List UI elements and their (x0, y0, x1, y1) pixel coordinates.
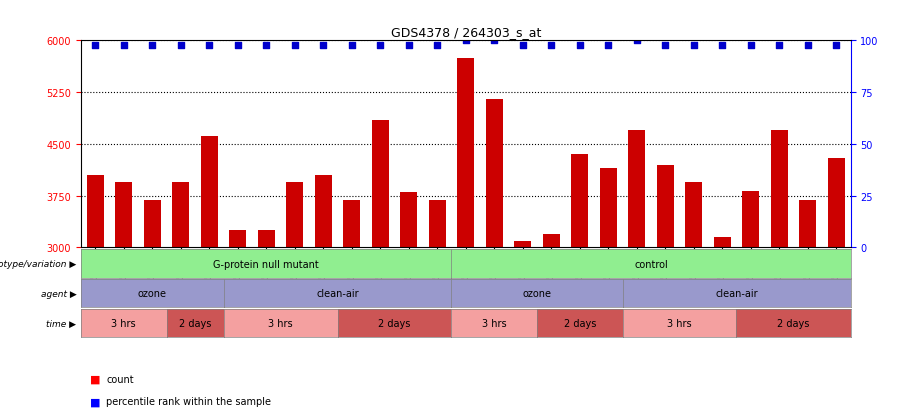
Point (829, 42, 843, 49)
Text: G-protein null mutant: G-protein null mutant (213, 259, 320, 269)
Bar (543, 234, 560, 248)
Bar (315, 176, 332, 248)
Text: ■: ■ (90, 374, 101, 384)
Bar (685, 183, 702, 248)
Point (715, 42, 729, 49)
Text: ozone: ozone (523, 289, 552, 299)
Text: 2 days: 2 days (563, 318, 596, 328)
Bar (714, 237, 731, 248)
Point (601, 42, 616, 49)
Bar (514, 241, 531, 248)
Bar (343, 201, 360, 248)
Bar (286, 183, 303, 248)
Bar (372, 121, 389, 248)
Bar (257, 230, 274, 248)
Text: time ▶: time ▶ (47, 319, 76, 328)
Bar (657, 165, 674, 248)
Text: clean-air: clean-air (716, 289, 758, 299)
Text: 2 days: 2 days (179, 318, 212, 328)
Bar (799, 201, 816, 248)
Point (259, 42, 274, 49)
Text: ozone: ozone (138, 289, 166, 299)
Point (772, 42, 787, 49)
Point (202, 42, 217, 49)
Bar (172, 183, 189, 248)
Text: percentile rank within the sample: percentile rank within the sample (106, 396, 271, 406)
Point (316, 42, 330, 49)
Point (572, 42, 587, 49)
Bar (828, 158, 845, 248)
Point (230, 42, 245, 49)
Text: agent ▶: agent ▶ (40, 289, 76, 298)
Point (117, 42, 131, 49)
Bar (201, 136, 218, 248)
Point (516, 42, 530, 49)
Point (430, 42, 445, 49)
Bar (457, 59, 474, 248)
Text: 3 hrs: 3 hrs (667, 318, 692, 328)
Point (743, 42, 758, 49)
Bar (628, 131, 645, 248)
Point (801, 42, 815, 49)
Bar (770, 131, 788, 248)
Point (458, 38, 473, 45)
Text: 3 hrs: 3 hrs (268, 318, 292, 328)
Point (288, 42, 302, 49)
Bar (486, 100, 503, 248)
Bar (572, 155, 589, 248)
Bar (230, 230, 247, 248)
Text: 3 hrs: 3 hrs (112, 318, 136, 328)
Point (658, 42, 672, 49)
Text: clean-air: clean-air (316, 289, 359, 299)
Text: count: count (106, 374, 134, 384)
Bar (742, 191, 760, 248)
Bar (400, 193, 418, 248)
Point (373, 42, 387, 49)
Bar (428, 201, 446, 248)
Point (174, 42, 188, 49)
Text: 2 days: 2 days (378, 318, 410, 328)
Text: 3 hrs: 3 hrs (482, 318, 507, 328)
Point (401, 42, 416, 49)
Title: GDS4378 / 264303_s_at: GDS4378 / 264303_s_at (391, 26, 541, 39)
Text: genotype/variation ▶: genotype/variation ▶ (0, 259, 76, 268)
Point (630, 38, 644, 45)
Point (345, 42, 359, 49)
Point (88, 42, 103, 49)
Bar (115, 183, 132, 248)
Point (145, 42, 159, 49)
Text: 2 days: 2 days (778, 318, 810, 328)
Point (687, 42, 701, 49)
Bar (144, 201, 161, 248)
Bar (599, 169, 616, 248)
Bar (86, 176, 104, 248)
Point (544, 42, 558, 49)
Text: control: control (634, 259, 668, 269)
Text: ■: ■ (90, 396, 101, 406)
Point (487, 38, 501, 45)
